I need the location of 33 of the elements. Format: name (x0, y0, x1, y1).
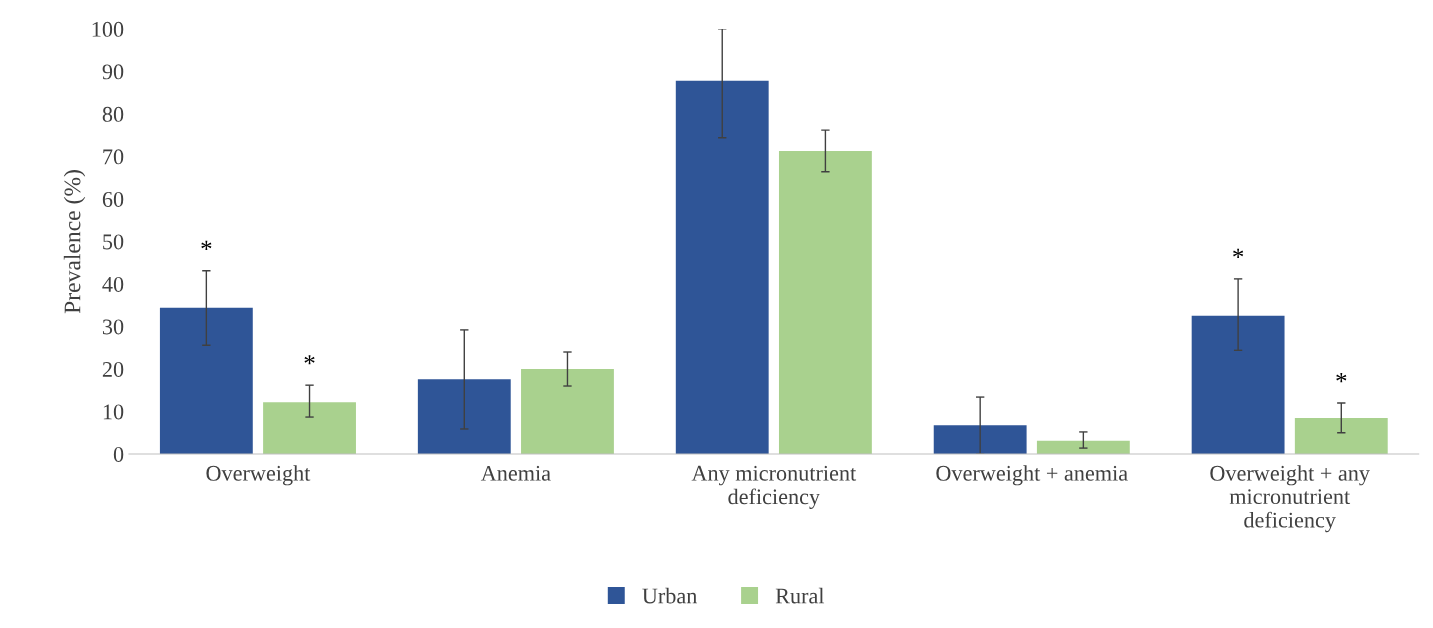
y-tick-label: 10 (103, 404, 124, 420)
data-label: * (201, 240, 212, 250)
bar (1191, 315, 1285, 455)
y-tick-label: 70 (103, 149, 124, 165)
bar (933, 425, 1027, 455)
x-tick-label: Any micronutrient deficiency (691, 465, 857, 509)
y-tick-label: 40 (102, 276, 124, 292)
x-tick-label: Overweight + anemia (936, 465, 1128, 486)
bar (521, 369, 614, 455)
data-label: * (1336, 373, 1347, 383)
x-tick-label: Anemia (480, 465, 551, 481)
bar (1294, 417, 1388, 455)
y-tick-label: 50 (103, 234, 124, 250)
bar (675, 80, 769, 455)
legend-label: Rural (775, 587, 825, 604)
data-label: * (304, 355, 315, 365)
bar (778, 150, 872, 455)
y-tick-label: 0 (113, 446, 124, 462)
y-axis-title: Prevalence (%) (63, 170, 86, 314)
bar (263, 402, 356, 455)
y-tick-label: 90 (102, 64, 124, 80)
bar (417, 379, 511, 455)
bar (159, 307, 253, 455)
x-tick-label: Overweight (206, 465, 311, 486)
y-tick-label: 60 (102, 191, 124, 207)
bar (1036, 440, 1130, 455)
y-tick-label: 80 (102, 106, 124, 122)
y-tick-label: 30 (102, 319, 124, 335)
y-tick-label: 100 (92, 21, 124, 37)
y-tick-label: 20 (102, 361, 124, 377)
legend-label: Urban (642, 587, 698, 604)
data-label: * (1233, 248, 1244, 259)
x-tick-label: Overweight + any micronutrient deficiency (1210, 465, 1370, 533)
